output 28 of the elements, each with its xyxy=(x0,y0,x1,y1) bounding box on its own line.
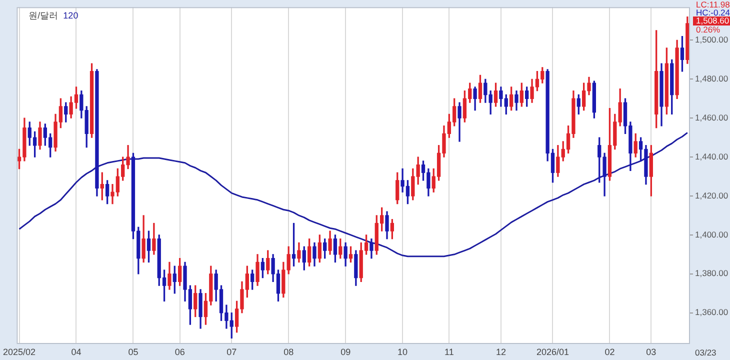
x-tick-label: 03 xyxy=(646,346,656,357)
y-tick-label: 1,440.00 xyxy=(695,151,728,162)
y-tick-label: 1,460.00 xyxy=(695,112,728,122)
text: 120 xyxy=(63,10,78,21)
text: HC:-0.24 xyxy=(696,7,730,18)
text: 1,508.60 xyxy=(696,15,730,26)
y-tick-label: 1,400.00 xyxy=(695,229,728,240)
y-tick-label: 1,500.00 xyxy=(695,34,728,45)
x-tick-label: 04 xyxy=(71,346,82,357)
x-tick-label: 12 xyxy=(496,346,506,357)
y-tick-label: 1,380.00 xyxy=(695,268,728,278)
x-tick-label: 05 xyxy=(128,346,138,357)
text: LC:11.98 xyxy=(696,0,730,10)
y-tick-label: 1,480.00 xyxy=(695,74,728,84)
y-tick-label: 1,360.00 xyxy=(695,307,728,318)
x-tick-label: 09 xyxy=(340,346,351,357)
text: 03/23 xyxy=(695,347,717,358)
x-tick-label: 2026/01 xyxy=(536,346,570,357)
x-tick-label: 07 xyxy=(226,346,237,357)
x-tick-label: 06 xyxy=(174,346,185,357)
x-tick-label: 11 xyxy=(444,346,454,357)
chart-title: 원/달러 xyxy=(28,10,58,21)
x-tick-label: 08 xyxy=(284,346,294,357)
x-tick-label: 02 xyxy=(604,346,615,357)
y-tick-label: 1,420.00 xyxy=(695,190,728,200)
x-tick-label: 2025/02 xyxy=(2,346,36,357)
text: 0.26% xyxy=(696,24,721,34)
x-tick-label: 10 xyxy=(398,346,408,357)
